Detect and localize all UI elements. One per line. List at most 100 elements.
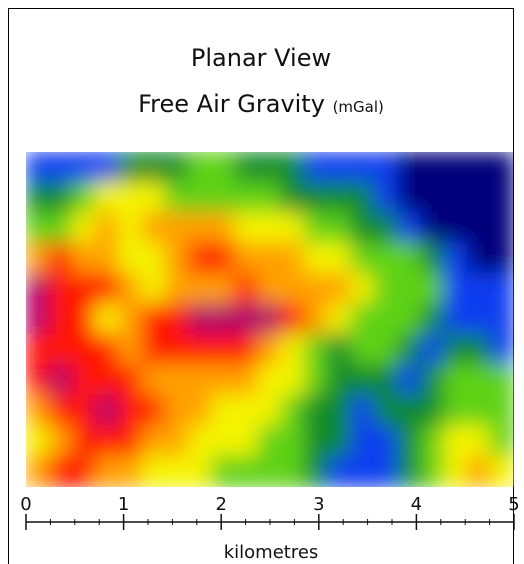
heatmap-cell bbox=[187, 333, 213, 367]
heatmap-cell bbox=[210, 394, 237, 428]
heatmap-cell bbox=[210, 364, 237, 397]
heatmap-cell bbox=[117, 181, 144, 214]
heatmap-cell bbox=[71, 333, 97, 367]
heatmap-cell bbox=[327, 425, 353, 458]
heatmap-cell bbox=[210, 455, 237, 487]
heatmap-cell bbox=[48, 303, 74, 336]
heatmap-cell bbox=[94, 181, 120, 214]
heatmap-cell bbox=[466, 364, 492, 397]
heatmap-cell bbox=[164, 455, 190, 487]
heatmap-cell bbox=[187, 364, 213, 397]
heatmap-cell bbox=[420, 152, 446, 184]
heatmap-cell bbox=[350, 242, 376, 275]
x-tick-label: 2 bbox=[215, 494, 226, 515]
heatmap-cell bbox=[234, 242, 260, 275]
heatmap-cell bbox=[257, 303, 283, 336]
heatmap-cell bbox=[141, 394, 167, 428]
heatmap-cell bbox=[187, 425, 213, 458]
heatmap-cell bbox=[466, 242, 492, 275]
heatmap-cell bbox=[350, 455, 376, 487]
heatmap-cell bbox=[280, 455, 306, 487]
heatmap-cell bbox=[489, 425, 514, 458]
heatmap-cell bbox=[26, 333, 51, 367]
heatmap-cell bbox=[396, 333, 423, 367]
heatmap-cell bbox=[327, 181, 353, 214]
heatmap-cell bbox=[141, 333, 167, 367]
heatmap-cell bbox=[350, 272, 376, 306]
heatmap-cell bbox=[187, 394, 213, 428]
heatmap-cell bbox=[489, 303, 514, 336]
heatmap-cell bbox=[71, 455, 97, 487]
heatmap-cell bbox=[373, 181, 399, 214]
heatmap-cell bbox=[71, 181, 97, 214]
heatmap-cell bbox=[303, 455, 330, 487]
heatmap-cell bbox=[48, 364, 74, 397]
heatmap-cell bbox=[420, 272, 446, 306]
heatmap-cell bbox=[443, 272, 469, 306]
heatmap-cell bbox=[303, 303, 330, 336]
heatmap-cell bbox=[71, 364, 97, 397]
heatmap-cell bbox=[117, 394, 144, 428]
heatmap-cell bbox=[443, 425, 469, 458]
heatmap-cell bbox=[466, 425, 492, 458]
heatmap-cell bbox=[373, 303, 399, 336]
heatmap-cell bbox=[350, 425, 376, 458]
heatmap-cell bbox=[466, 394, 492, 428]
heatmap-cell bbox=[373, 455, 399, 487]
heatmap-cell bbox=[234, 455, 260, 487]
heatmap-cell bbox=[489, 181, 514, 214]
heatmap-cell bbox=[26, 455, 51, 487]
heatmap-cell bbox=[373, 272, 399, 306]
heatmap-cell bbox=[466, 303, 492, 336]
heatmap-cell bbox=[94, 272, 120, 306]
heatmap-cell bbox=[257, 181, 283, 214]
x-axis: 0 1 2 3 4 5 bbox=[20, 494, 520, 530]
heatmap-cell bbox=[48, 242, 74, 275]
heatmap-cell bbox=[350, 333, 376, 367]
heatmap-cell bbox=[48, 211, 74, 245]
heatmap-cell bbox=[373, 152, 399, 184]
heatmap-cell bbox=[94, 394, 120, 428]
heatmap-cell bbox=[26, 211, 51, 245]
heatmap-cell bbox=[280, 333, 306, 367]
heatmap-cell bbox=[280, 152, 306, 184]
subtitle-text: Free Air Gravity bbox=[138, 90, 325, 118]
heatmap-cell bbox=[187, 242, 213, 275]
heatmap-cell bbox=[210, 181, 237, 214]
heatmap-cell bbox=[141, 303, 167, 336]
heatmap-cell bbox=[257, 272, 283, 306]
heatmap-cell bbox=[489, 272, 514, 306]
heatmap-cell bbox=[26, 242, 51, 275]
heatmap-cell bbox=[443, 364, 469, 397]
heatmap-cell bbox=[420, 211, 446, 245]
heatmap-cell bbox=[117, 211, 144, 245]
heatmap-cell bbox=[303, 364, 330, 397]
heatmap-cell bbox=[210, 333, 237, 367]
heatmap-cell bbox=[443, 455, 469, 487]
heatmap-cell bbox=[489, 242, 514, 275]
heatmap-cell bbox=[350, 181, 376, 214]
heatmap-cell bbox=[489, 394, 514, 428]
heatmap-cell bbox=[141, 242, 167, 275]
heatmap-cell bbox=[94, 211, 120, 245]
heatmap-cell bbox=[280, 181, 306, 214]
heatmap-cell bbox=[164, 272, 190, 306]
heatmap-cell bbox=[257, 242, 283, 275]
heatmap-cell bbox=[373, 364, 399, 397]
heatmap-cell bbox=[234, 364, 260, 397]
heatmap-cell bbox=[210, 152, 237, 184]
heatmap-cell bbox=[443, 394, 469, 428]
heatmap-cell bbox=[350, 394, 376, 428]
heatmap-cell bbox=[373, 394, 399, 428]
heatmap-cell bbox=[466, 272, 492, 306]
heatmap-cell bbox=[420, 333, 446, 367]
heatmap-cell bbox=[187, 152, 213, 184]
heatmap-cell bbox=[257, 333, 283, 367]
heatmap-cell bbox=[164, 211, 190, 245]
heatmap-cell bbox=[396, 181, 423, 214]
heatmap-cell bbox=[117, 242, 144, 275]
heatmap-cell bbox=[280, 211, 306, 245]
heatmap-cell bbox=[26, 272, 51, 306]
heatmap-cell bbox=[187, 211, 213, 245]
